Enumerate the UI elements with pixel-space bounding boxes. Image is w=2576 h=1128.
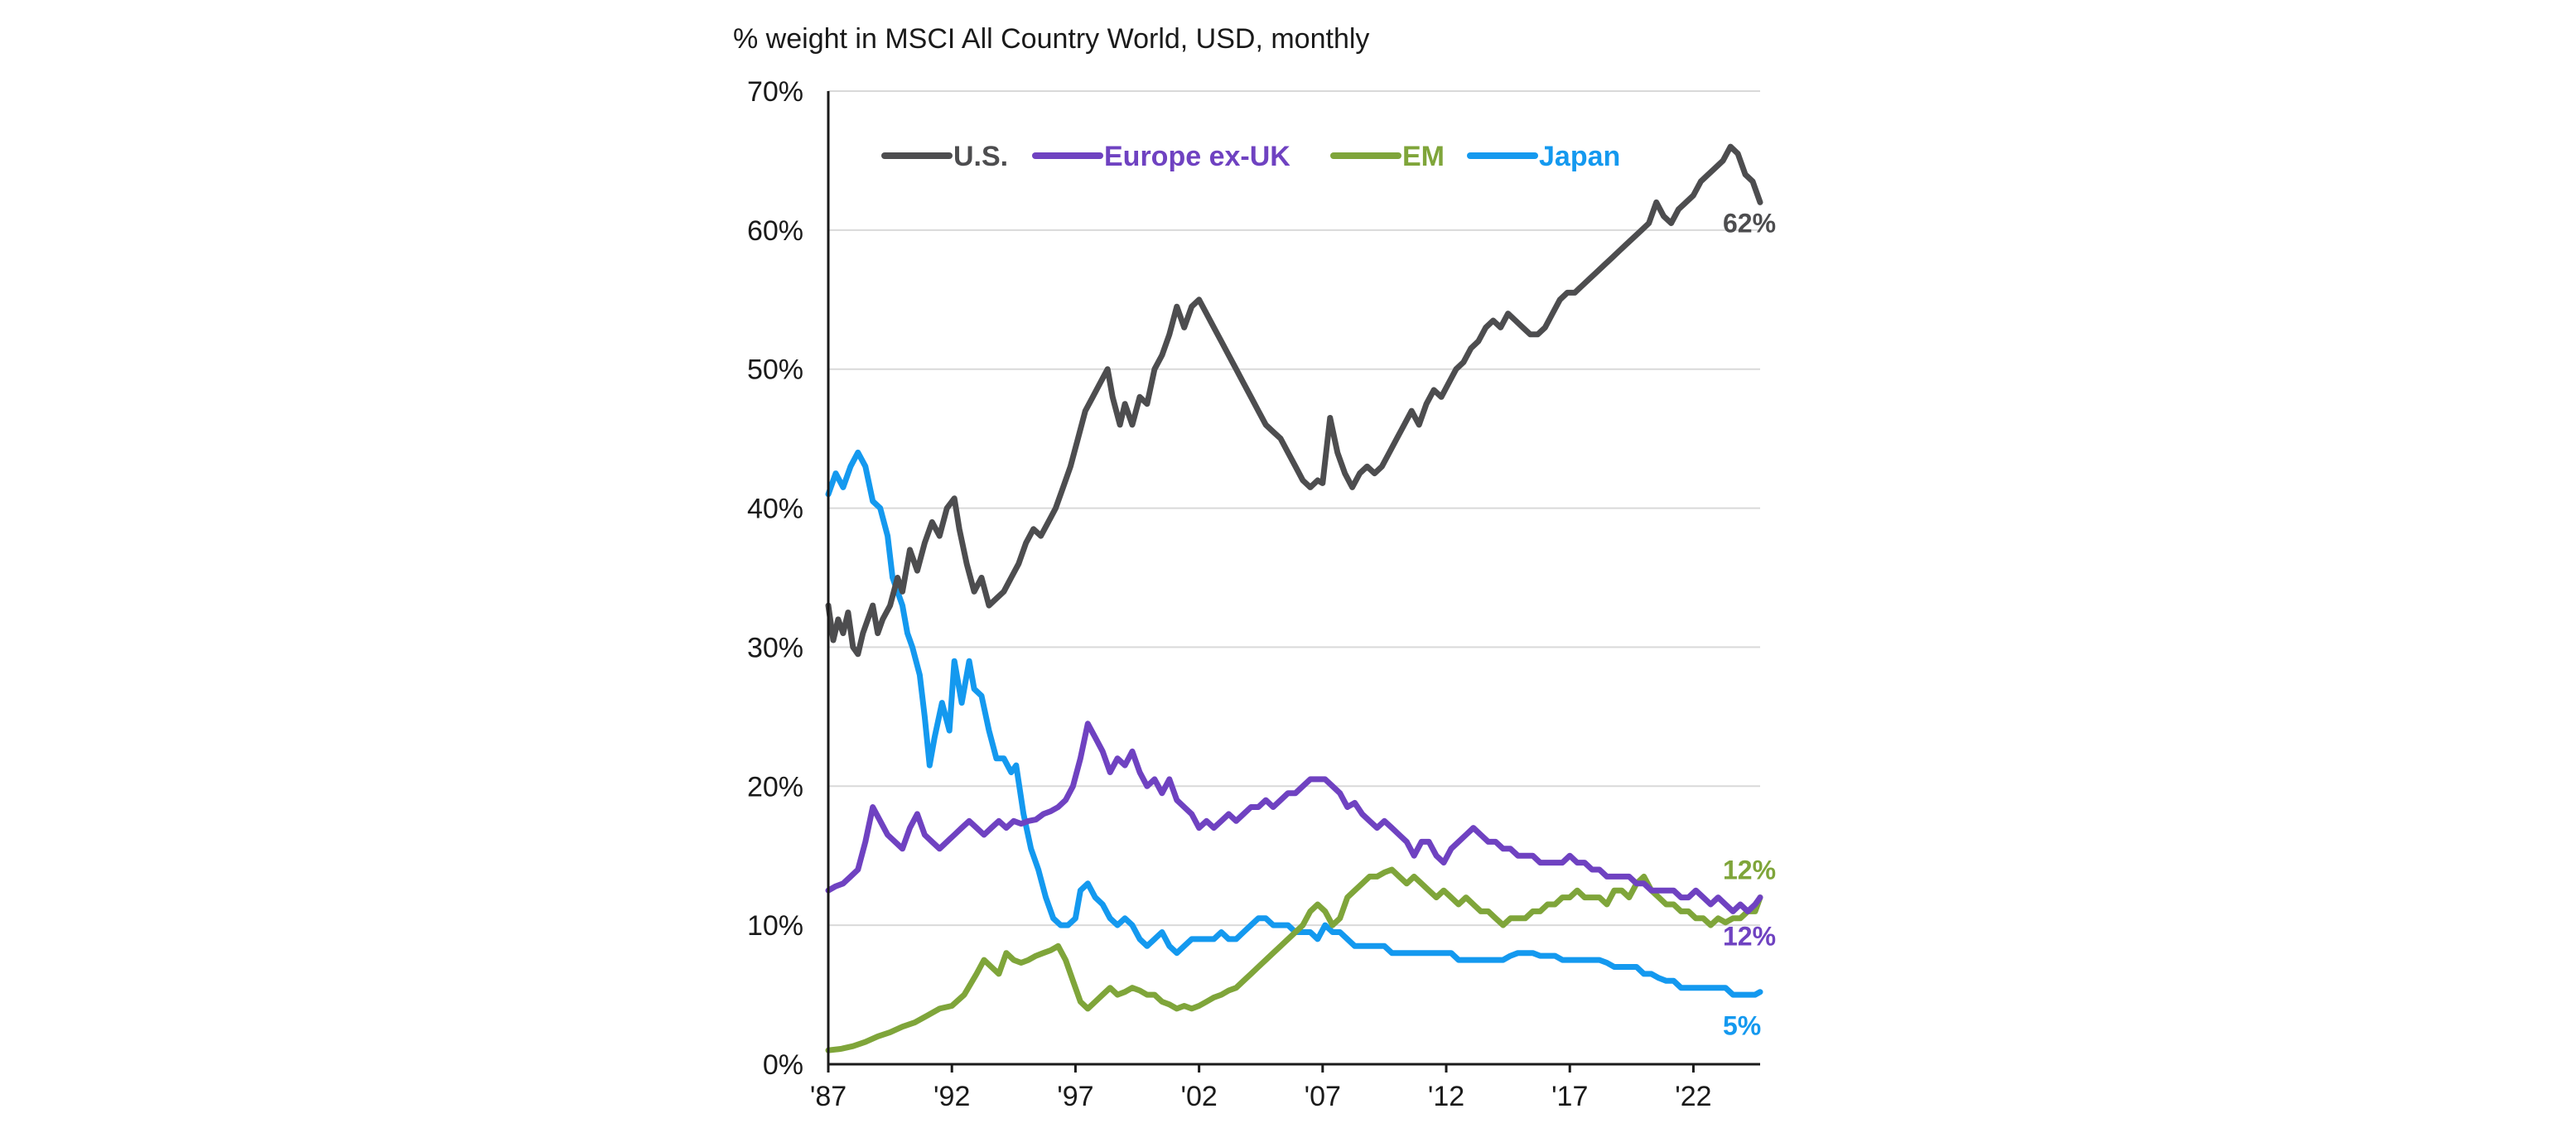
series-line-europe-ex-uk bbox=[825, 721, 1763, 914]
x-tick-label: '92 bbox=[933, 1081, 970, 1112]
end-label: 12% bbox=[1723, 922, 1776, 952]
series-line-u-s bbox=[825, 143, 1763, 658]
y-tick-label: 20% bbox=[747, 771, 803, 803]
y-tick-label: 70% bbox=[747, 76, 803, 108]
x-tick-label: '22 bbox=[1675, 1081, 1711, 1112]
axes bbox=[827, 91, 1760, 1066]
x-tick-label: '07 bbox=[1305, 1081, 1341, 1112]
end-labels: 62% 12% 12% 5% bbox=[1723, 208, 1776, 1040]
legend-label: Europe ex-UK bbox=[1104, 141, 1290, 172]
legend-label: EM bbox=[1402, 141, 1445, 172]
x-tick-label: '02 bbox=[1180, 1081, 1217, 1112]
x-tick-labels: '87 '92 '97 '02 '07 '12 '17 '22 bbox=[810, 1064, 1712, 1112]
x-tick-label: '12 bbox=[1428, 1081, 1464, 1112]
series-line-em bbox=[825, 866, 1763, 1053]
y-tick-label: 10% bbox=[747, 910, 803, 942]
y-tick-label: 40% bbox=[747, 494, 803, 525]
y-tick-label: 50% bbox=[747, 354, 803, 386]
gridlines bbox=[828, 90, 1760, 927]
legend: U.S. Europe ex-UK EM Japan bbox=[881, 141, 1620, 172]
x-tick-label: '17 bbox=[1551, 1081, 1588, 1112]
y-tick-label: 60% bbox=[747, 215, 803, 247]
y-tick-labels: 0% 10% 20% 30% 40% 50% 60% 70% bbox=[747, 76, 803, 1081]
chart-subtitle: % weight in MSCI All Country World, USD,… bbox=[733, 23, 1369, 55]
series-lines bbox=[825, 143, 1763, 1053]
end-label: 5% bbox=[1723, 1011, 1761, 1041]
y-tick-label: 30% bbox=[747, 632, 803, 663]
end-label: 12% bbox=[1723, 856, 1776, 885]
legend-label: Japan bbox=[1539, 141, 1620, 172]
series-line-japan bbox=[825, 449, 1763, 998]
x-tick-label: '97 bbox=[1057, 1081, 1093, 1112]
legend-label: U.S. bbox=[953, 141, 1008, 172]
y-tick-label: 0% bbox=[763, 1049, 803, 1081]
x-tick-label: '87 bbox=[810, 1081, 847, 1112]
end-label: 62% bbox=[1723, 208, 1776, 238]
